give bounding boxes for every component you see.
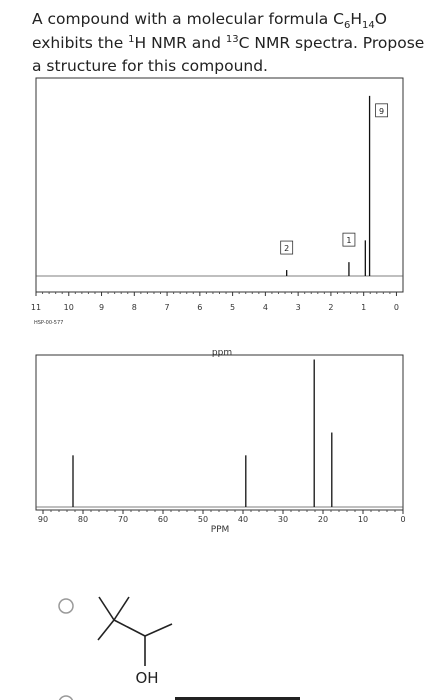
integral-label: 9 — [379, 107, 384, 116]
question-line: exhibits the 1H NMR and 13C NMR spectra.… — [32, 32, 424, 56]
x-tick-label: 0 — [394, 303, 399, 312]
x-tick-label: 2 — [328, 303, 333, 312]
x-tick-label: 4 — [263, 303, 268, 312]
x-tick-label: 10 — [358, 515, 368, 524]
integral-box — [375, 103, 388, 118]
integral-box — [342, 232, 356, 247]
text: A compound with a molecular formula C — [32, 10, 344, 28]
text: 13 — [225, 33, 239, 45]
x-tick-label: 6 — [197, 303, 202, 312]
radio[interactable] — [58, 598, 74, 614]
x-tick-label: 40 — [238, 515, 248, 524]
x-tick-label: 30 — [278, 515, 288, 524]
text: H — [350, 10, 363, 28]
x-tick-label: 9 — [99, 303, 104, 312]
x-tick-label: 0 — [400, 515, 405, 524]
integral-label: 2 — [284, 244, 289, 253]
x-tick-label: 8 — [132, 303, 137, 312]
text: 14 — [362, 20, 375, 32]
x-tick-label: 7 — [165, 303, 170, 312]
x-tick-label: 60 — [158, 515, 168, 524]
text: exhibits the — [32, 33, 129, 52]
bar — [175, 697, 300, 700]
x-tick-label: 90 — [38, 515, 48, 524]
frame — [35, 354, 404, 511]
x-tick-label: 10 — [64, 303, 74, 312]
spectrum-code: HSP-00-577 — [34, 320, 63, 326]
oh-label: OH — [135, 669, 158, 687]
structure — [97, 596, 173, 666]
x-tick-label: 80 — [78, 515, 88, 524]
text: C NMR spectra. Propose — [238, 33, 425, 52]
x-axis-label: PPM — [211, 525, 230, 535]
x-axis-label: ppm — [212, 348, 232, 358]
x-tick-label: 20 — [318, 515, 328, 524]
radio[interactable] — [58, 695, 74, 700]
x-tick-label: 11 — [31, 303, 41, 312]
x-tick-label: 50 — [198, 515, 208, 524]
text: 6 — [344, 20, 351, 32]
x-tick-label: 1 — [361, 303, 366, 312]
text: H NMR and — [134, 33, 226, 52]
integral-box — [280, 240, 294, 255]
question: A compound with a molecular formula C6H1… — [32, 8, 424, 79]
text: 1 — [128, 33, 135, 45]
frame — [35, 77, 404, 293]
text: O — [374, 10, 387, 28]
integral-label: 1 — [346, 236, 351, 245]
x-tick-label: 3 — [296, 303, 301, 312]
x-tick-label: 5 — [230, 303, 235, 312]
question-line: A compound with a molecular formula C6H1… — [32, 8, 424, 32]
text: a structure for this compound. — [32, 57, 268, 75]
x-tick-label: 70 — [118, 515, 128, 524]
question-line: a structure for this compound. — [32, 55, 424, 79]
